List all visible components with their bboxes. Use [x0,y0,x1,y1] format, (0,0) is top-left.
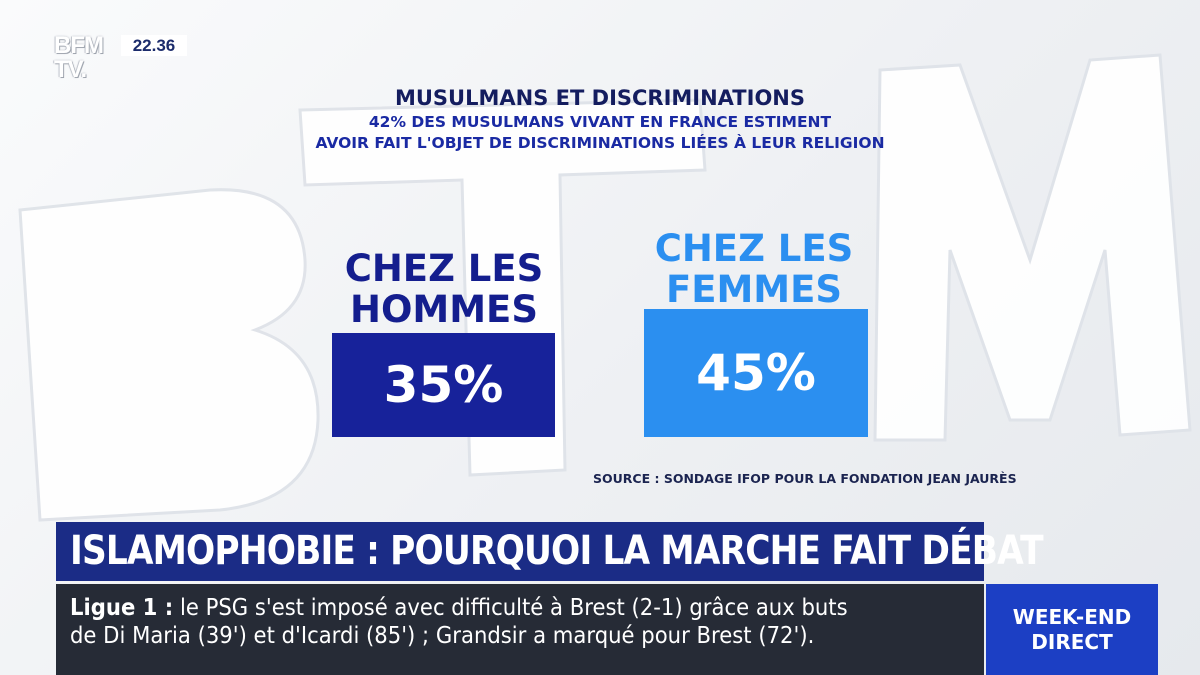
logo-bottom-text: TV. [54,56,87,83]
men-percentage: 35% [383,356,504,414]
program-tag-line-2: DIRECT [1031,629,1113,654]
women-label-line-1: CHEZ LES [654,227,854,270]
ticker-line-2: de Di Maria (39') et d'Icardi (85') ; Gr… [70,623,815,649]
men-label-line-2: HOMMES [350,288,538,331]
program-tag: WEEK-END DIRECT [986,584,1158,675]
men-label: CHEZ LES HOMMES [332,248,556,330]
subtitle-line-2: AVOIR FAIT L'OBJET DE DISCRIMINATIONS LI… [315,134,885,152]
infographic-title: MUSULMANS ET DISCRIMINATIONS [394,86,805,110]
headline-text: ISLAMOPHOBIE : POURQUOI LA MARCHE FAIT D… [70,528,1044,574]
headline-banner [56,522,984,581]
men-percentage-box: 35% [332,333,555,437]
source-note: SOURCE : SONDAGE IFOP POUR LA FONDATION … [593,471,1017,486]
women-label-line-2: FEMMES [665,268,843,311]
logo-top-text: BFM [54,32,104,59]
infographic-subtitle: 42% DES MUSULMANS VIVANT EN FRANCE ESTIM… [240,112,960,154]
women-percentage-box: 45% [644,309,868,437]
ticker-line-1: Ligue 1 : le PSG s'est imposé avec diffi… [70,593,848,623]
program-tag-line-1: WEEK-END [1012,604,1132,629]
ticker-label: Ligue 1 : [70,595,174,621]
clock: 22.36 [121,35,187,56]
women-percentage: 45% [696,344,816,402]
news-ticker [56,584,984,675]
ticker-text-1: le PSG s'est imposé avec difficulté à Br… [173,595,848,621]
channel-logo: BFM TV. [54,34,118,86]
subtitle-line-1: 42% DES MUSULMANS VIVANT EN FRANCE ESTIM… [368,113,832,131]
women-label: CHEZ LES FEMMES [642,228,866,310]
men-label-line-1: CHEZ LES [344,247,544,290]
